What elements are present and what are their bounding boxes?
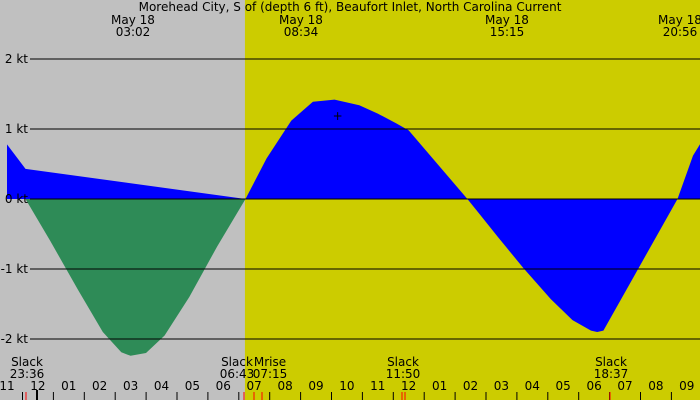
- x-axis: 11 12 01 02 03 04 05 06 07 08 09 10 11 12 01 02 03 04 05 06…: [0, 379, 694, 400]
- x-tick-label: 08: [277, 379, 292, 393]
- series-layer: [7, 99, 700, 356]
- event-name-label: Slack: [595, 355, 627, 369]
- x-tick-label: 03: [123, 379, 138, 393]
- x-tick-label: 05: [185, 379, 200, 393]
- x-tick-label: 07: [247, 379, 262, 393]
- marker-plus: +: [333, 109, 343, 123]
- event-name-label: Slack: [387, 355, 419, 369]
- event-time-label: 06:43: [220, 367, 255, 381]
- top-date-label: May 18: [485, 13, 529, 27]
- x-tick-label: 09: [679, 379, 694, 393]
- x-tick-label: 10: [339, 379, 354, 393]
- x-tick-label: 11: [370, 379, 385, 393]
- x-tick-label: 07: [617, 379, 632, 393]
- ebb-current-area: [25, 199, 246, 356]
- top-time-label: 08:34: [284, 25, 319, 39]
- x-tick-label: 01: [61, 379, 76, 393]
- top-time-label: 03:02: [116, 25, 151, 39]
- y-axis-labels: 2 kt 1 kt 0 kt -1 kt -2 kt: [1, 52, 29, 346]
- y-tick-label: 2 kt: [5, 52, 28, 66]
- x-tick-label: 04: [525, 379, 540, 393]
- event-name-label: Slack: [221, 355, 253, 369]
- x-tick-label: 09: [308, 379, 323, 393]
- x-tick-label: 11: [0, 379, 15, 393]
- event-name-label: Mrise: [254, 355, 286, 369]
- x-tick-label: 02: [92, 379, 107, 393]
- top-time-label: 20:56: [663, 25, 698, 39]
- x-tick-label: 02: [463, 379, 478, 393]
- grid-layer: [30, 58, 700, 340]
- top-date-label: May 18: [658, 13, 700, 27]
- y-tick-label: 1 kt: [5, 122, 28, 136]
- bottom-labels: Slack23:36Slack06:43Mrise07:15Slack11:50…: [10, 355, 629, 381]
- x-tick-label: 04: [154, 379, 169, 393]
- x-tick-label: 01: [432, 379, 447, 393]
- event-time-label: 11:50: [386, 367, 421, 381]
- top-date-label: May 18: [279, 13, 323, 27]
- event-name-label: Slack: [11, 355, 43, 369]
- x-tick-label: 06: [586, 379, 601, 393]
- x-tick-label: 12: [30, 379, 45, 393]
- y-tick-label: 0 kt: [5, 192, 28, 206]
- event-time-label: 23:36: [10, 367, 45, 381]
- top-time-label: 15:15: [490, 25, 525, 39]
- top-date-label: May 18: [111, 13, 155, 27]
- marker-layer: +: [333, 109, 343, 123]
- x-tick-label: 08: [648, 379, 663, 393]
- x-tick-label: 06: [216, 379, 231, 393]
- x-tick-label: 12: [401, 379, 416, 393]
- flood-current-area: [7, 99, 700, 332]
- y-tick-label: -2 kt: [1, 332, 29, 346]
- x-tick-label: 03: [494, 379, 509, 393]
- event-time-label: 18:37: [594, 367, 629, 381]
- event-time-label: 07:15: [253, 367, 288, 381]
- x-tick-label: 05: [556, 379, 571, 393]
- y-tick-label: -1 kt: [1, 262, 29, 276]
- chart-title: Morehead City, S of (depth 6 ft), Beaufo…: [139, 0, 562, 14]
